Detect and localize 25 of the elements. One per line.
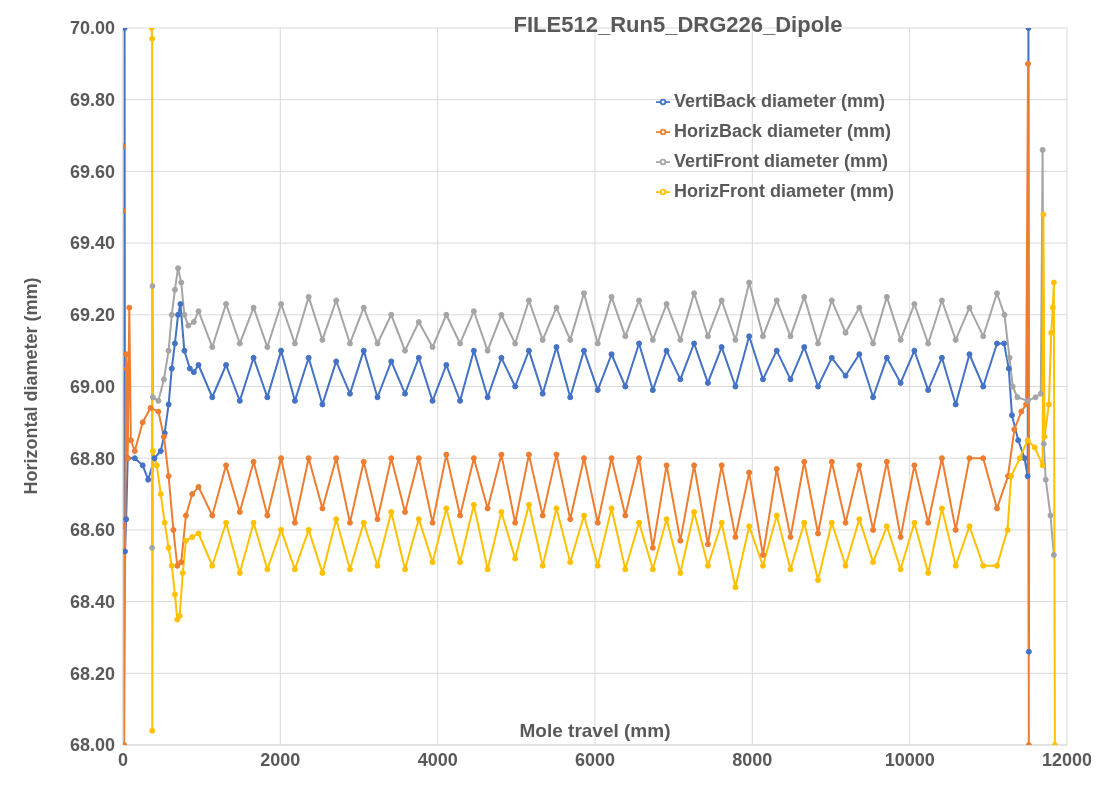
y-tick-label: 70.00 — [69, 18, 115, 39]
x-tick-label: 12000 — [1041, 749, 1093, 770]
x-tick-label: 10000 — [884, 749, 935, 770]
x-axis-title: Mole travel (mm) — [519, 720, 671, 741]
chart-title: FILE512_Run5_DRG226_Dipole — [512, 12, 844, 38]
y-tick-label: 68.40 — [69, 591, 115, 612]
y-axis-title: Horizontal diameter (mm) — [20, 277, 41, 495]
x-tick-label: 4000 — [417, 749, 458, 770]
y-tick-label: 68.20 — [69, 663, 115, 684]
legend-label: HorizFront diameter (mm) — [674, 181, 895, 201]
legend-label: VertiBack diameter (mm) — [674, 91, 886, 111]
y-tick-label: 69.60 — [69, 161, 115, 182]
y-tick-label: 68.00 — [69, 735, 115, 756]
y-tick-label: 68.80 — [69, 448, 115, 469]
x-tick-label: 0 — [117, 749, 129, 770]
legend-label: VertiFront diameter (mm) — [674, 151, 889, 171]
y-tick-label: 69.40 — [69, 233, 115, 254]
y-tick-label: 69.80 — [69, 90, 115, 111]
y-tick-label: 69.00 — [69, 376, 115, 397]
x-tick-label: 6000 — [574, 749, 616, 770]
y-tick-label: 69.20 — [69, 305, 115, 326]
y-tick-label: 68.60 — [69, 520, 115, 541]
x-tick-label: 8000 — [732, 749, 773, 770]
legend-label: HorizBack diameter (mm) — [674, 121, 892, 141]
x-tick-label: 2000 — [260, 749, 301, 770]
